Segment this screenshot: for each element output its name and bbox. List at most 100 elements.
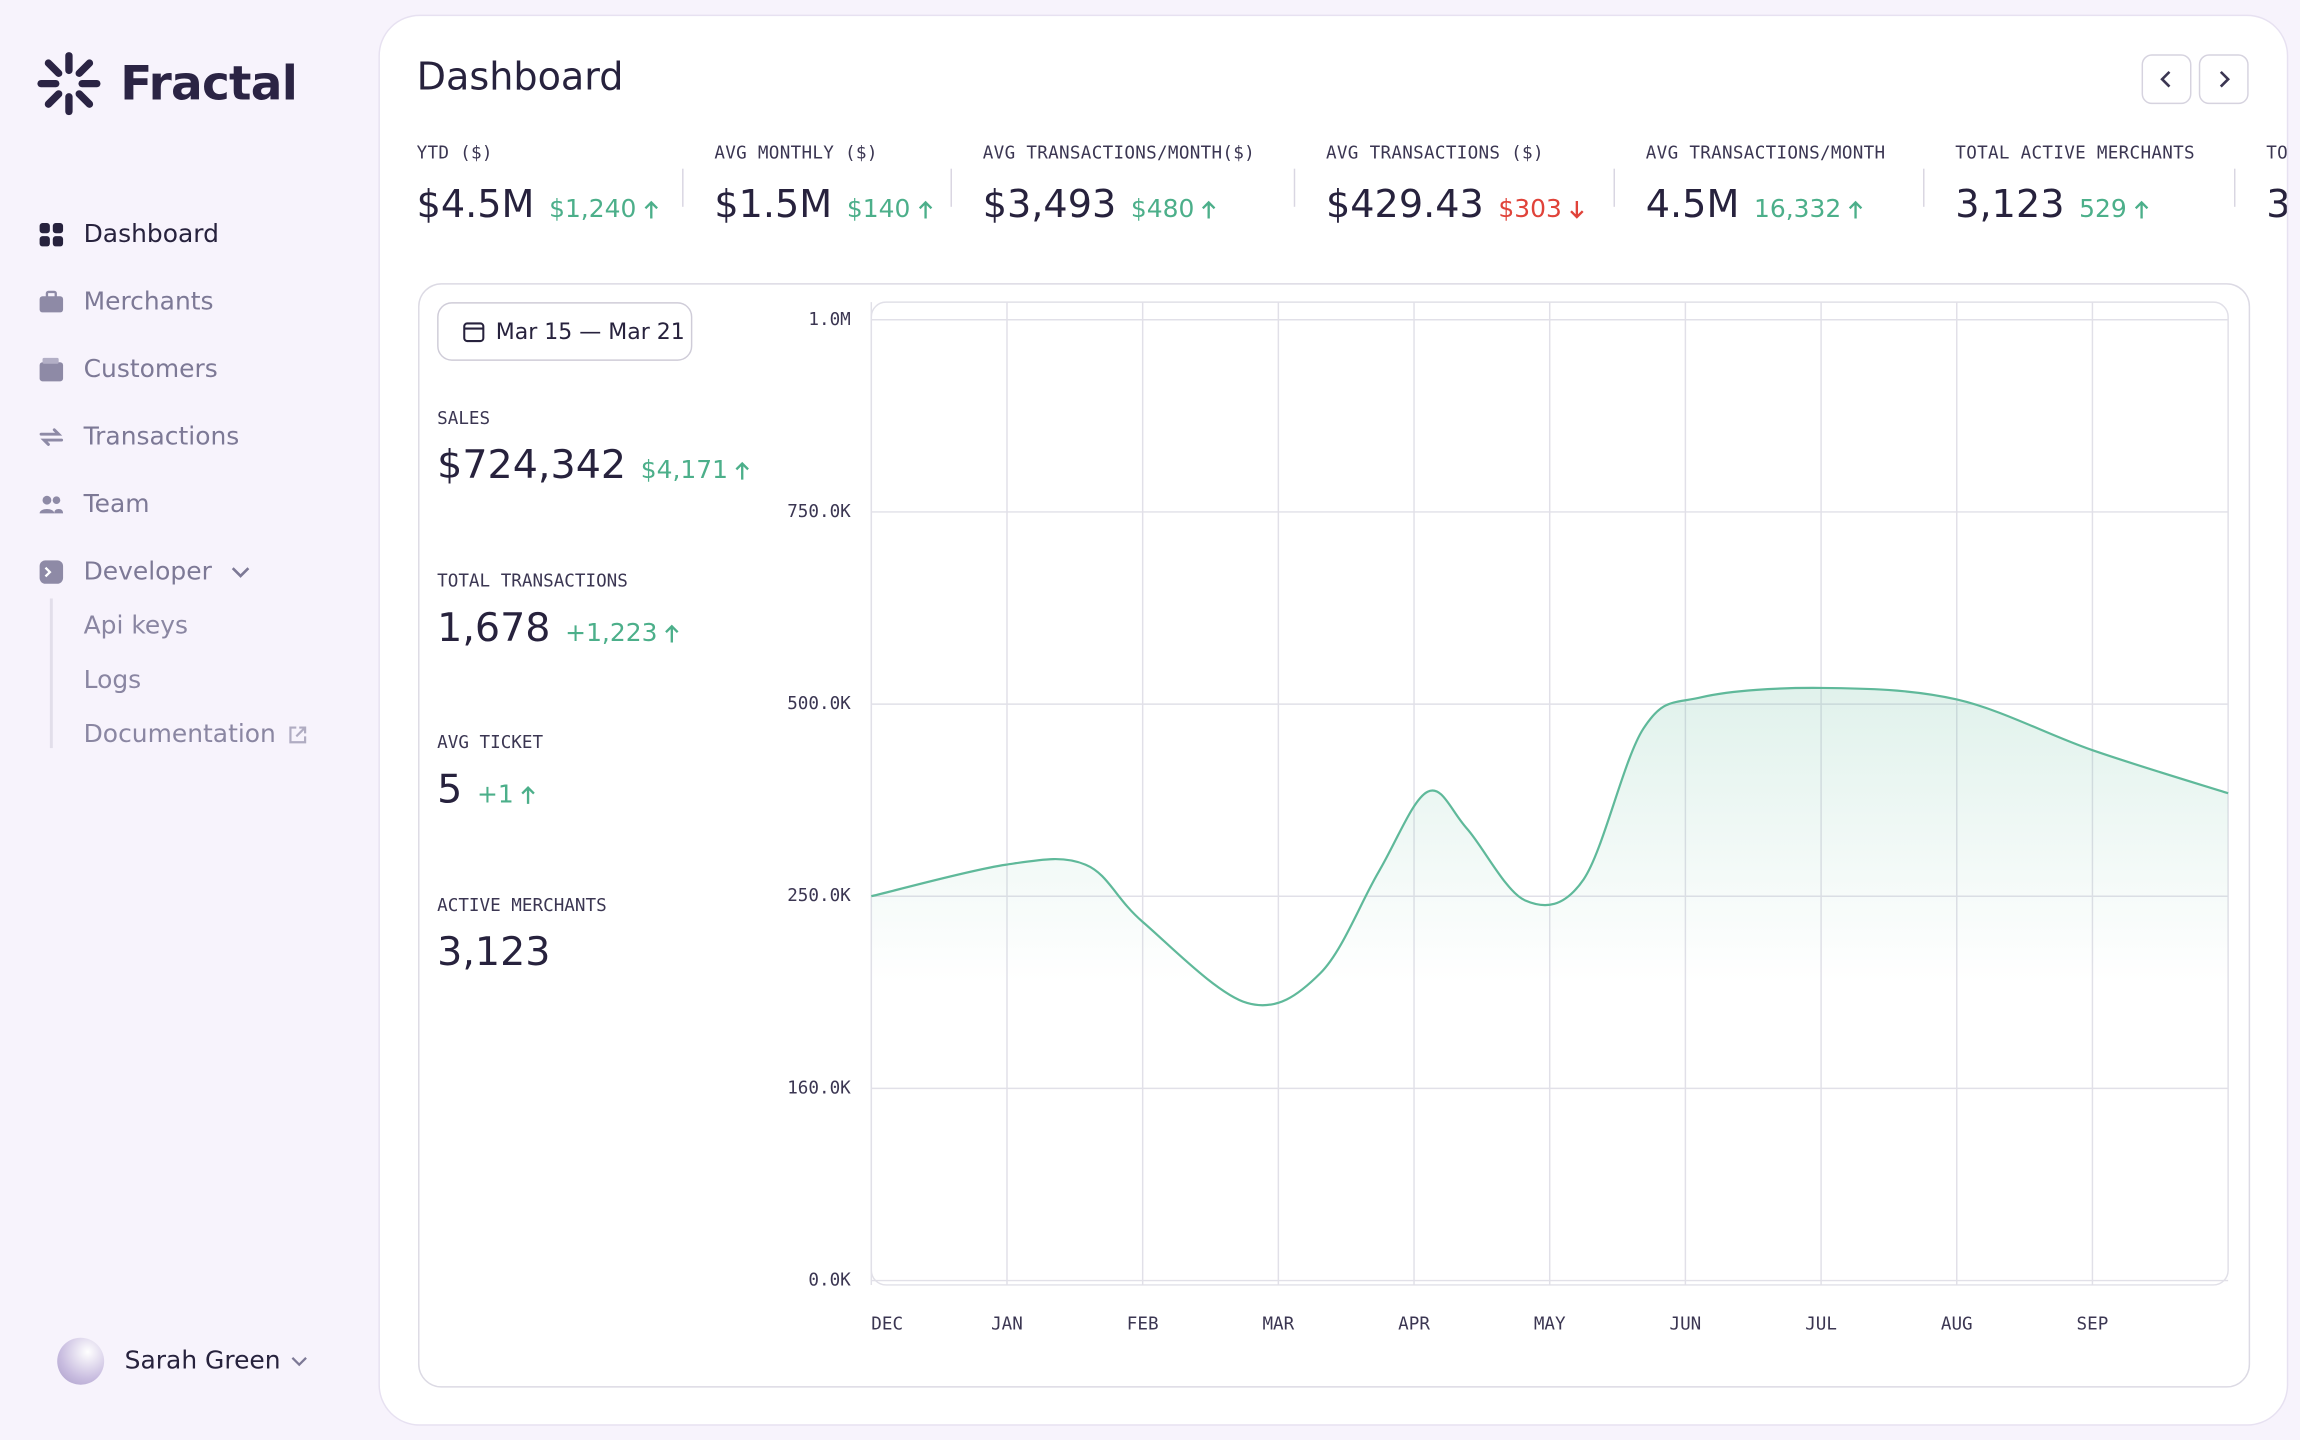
- nav-icon: [39, 495, 64, 514]
- metric-value-row: 3,123: [437, 930, 607, 975]
- stat-label: YTD ($): [416, 142, 493, 163]
- metric-value-row: $724,342 $4,171: [437, 443, 751, 488]
- metric-value-row: 1,678 +1,223: [437, 606, 681, 651]
- metric-value: 1,678: [437, 605, 551, 652]
- nav-item[interactable]: Team: [38, 487, 150, 522]
- stat: AVG TRANSACTIONS ($) $429.43 $303: [1326, 142, 1585, 227]
- change-value: $4,171: [640, 456, 729, 486]
- arrow-path: [644, 200, 658, 219]
- nav-item[interactable]: Dashboard: [38, 217, 219, 252]
- metric-value: 3,123: [437, 929, 551, 976]
- metric: SALES $724,342 $4,171: [437, 407, 751, 488]
- change: $1,240: [549, 195, 660, 224]
- date-picker[interactable]: Mar 15 — Mar 21: [437, 302, 693, 361]
- change: $480: [1131, 195, 1218, 224]
- prev-button[interactable]: [2141, 54, 2192, 105]
- trend-arrow: [736, 461, 750, 480]
- nav-item[interactable]: Merchants: [38, 285, 214, 320]
- nav-icon: [39, 357, 64, 382]
- change: 16,332: [1754, 195, 1865, 224]
- stat-label: AVG TRANSACTIONS/MONTH($): [982, 142, 1256, 163]
- nav-icon: [39, 560, 64, 584]
- date-range: Mar 15 — Mar 21: [495, 318, 685, 345]
- divider: [2233, 168, 2236, 207]
- nav-item[interactable]: Transactions: [38, 420, 239, 455]
- metric-value: 5: [437, 767, 463, 813]
- stat: AVG MONTHLY ($) $1.5M $140: [714, 142, 933, 227]
- brand: Fractal: [120, 55, 298, 112]
- trend-arrow: [665, 624, 679, 643]
- stat-value-row: $429.43 $303: [1326, 183, 1585, 227]
- stat-label: AVG TRANSACTIONS ($): [1326, 142, 1544, 163]
- change-value: $480: [1130, 195, 1195, 225]
- arrow-path: [665, 624, 679, 643]
- stat-value-row: 3: [2266, 183, 2289, 228]
- chart-card: Mar 15 — Mar 21 SALES $724,342 $4,171 TOTAL…: [418, 283, 2251, 1388]
- stat-value: 4.5M: [1645, 183, 1740, 228]
- next-button[interactable]: [2198, 54, 2249, 105]
- metric-label: SALES: [437, 407, 491, 429]
- arrow-path: [2134, 200, 2149, 219]
- stat-label: TO: [2266, 142, 2289, 163]
- sub-link[interactable]: Api keys: [83, 611, 189, 642]
- change-value: $140: [846, 195, 911, 225]
- divider: [1613, 168, 1615, 207]
- user-menu[interactable]: Sarah Green: [125, 1347, 310, 1376]
- stat: AVG TRANSACTIONS/MONTH($) $3,493 $480: [983, 142, 1255, 227]
- chevron: [291, 1356, 308, 1367]
- chevron-left: [2160, 70, 2171, 88]
- stat-label: TOTAL ACTIVE MERCHANTS: [1955, 142, 2195, 163]
- nav-item[interactable]: Developer: [38, 554, 272, 589]
- stat-value: $3,493: [982, 183, 1117, 228]
- stat-value: 3: [2266, 183, 2289, 228]
- stat-value-row: $4.5M $1,240: [417, 183, 660, 227]
- arrow-path: [918, 200, 932, 219]
- nav-icon: [39, 290, 64, 313]
- divider: [1923, 168, 1925, 207]
- metric-value-row: 5 +1: [437, 767, 543, 813]
- tree-line: [49, 598, 53, 749]
- nav-item[interactable]: Customers: [38, 352, 218, 387]
- stat: YTD ($) $4.5M $1,240: [417, 142, 660, 227]
- stat-value-row: 3,123 529: [1955, 183, 2195, 227]
- chevron: [232, 567, 250, 578]
- arrow-path: [1569, 200, 1584, 219]
- change-value: +1,223: [565, 619, 658, 649]
- stat-value-row: $3,493 $480: [983, 183, 1255, 227]
- metric: AVG TICKET 5 +1: [437, 732, 543, 813]
- nav-label: Developer: [83, 557, 212, 587]
- arrow-path: [736, 461, 750, 480]
- stat: TO 3: [2266, 142, 2289, 228]
- stat-label: AVG MONTHLY ($): [714, 142, 878, 163]
- trend-arrow: [918, 200, 932, 219]
- arrow-path: [1849, 200, 1863, 219]
- metric-label: ACTIVE MERCHANTS: [437, 894, 607, 916]
- arrow-path: [1202, 200, 1216, 219]
- stat-value: 3,123: [1955, 183, 2065, 228]
- metric-label: TOTAL TRANSACTIONS: [437, 570, 628, 592]
- trend-arrow: [1202, 200, 1216, 219]
- trend-arrow: [644, 200, 658, 219]
- sub-link[interactable]: Documentation: [84, 720, 309, 750]
- logo-icon: [37, 52, 101, 116]
- trend-arrow: [1569, 200, 1584, 219]
- trend-arrow: [1849, 200, 1863, 219]
- nav-icon: [39, 222, 64, 247]
- nav-label: Team: [83, 489, 150, 520]
- calendar-icon: [463, 322, 485, 343]
- change: +1,223: [565, 619, 681, 648]
- stat-value: $429.43: [1326, 183, 1484, 228]
- nav-label: Transactions: [83, 422, 240, 452]
- divider: [950, 168, 952, 207]
- page-title: Dashboard: [416, 55, 624, 100]
- stat: AVG TRANSACTIONS/MONTH 4.5M 16,332: [1646, 142, 1886, 227]
- divider: [1293, 168, 1296, 207]
- stat-value-row: $1.5M $140: [714, 183, 933, 227]
- change-value: 16,332: [1754, 195, 1842, 225]
- change: 529: [2079, 195, 2150, 224]
- main-panel: Dashboard YTD ($) $4.5M $1,240 AVG MONTHLY …: [378, 14, 2289, 1426]
- user-name: Sarah Green: [124, 1346, 281, 1376]
- stat: TOTAL ACTIVE MERCHANTS 3,123 529: [1955, 142, 2195, 227]
- sub-link[interactable]: Logs: [83, 665, 142, 696]
